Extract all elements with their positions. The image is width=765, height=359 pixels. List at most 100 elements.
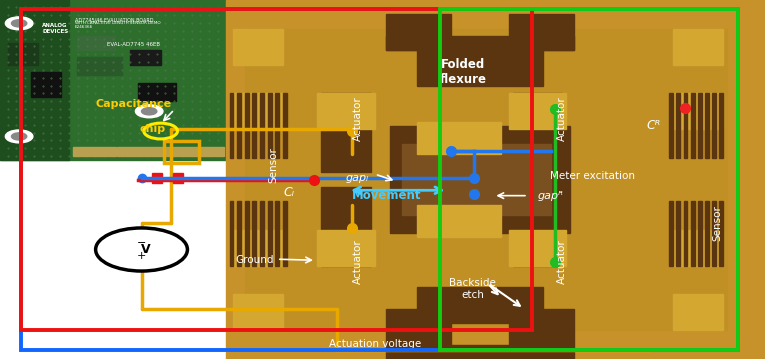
Bar	[417, 205, 501, 237]
Bar	[275, 201, 279, 266]
Text: gapₗ: gapₗ	[346, 173, 369, 183]
Bar	[100, 147, 106, 156]
Text: Meter excitation: Meter excitation	[550, 171, 636, 181]
Bar	[233, 230, 283, 266]
Bar	[673, 93, 723, 129]
Text: Sensor: Sensor	[712, 205, 723, 241]
Bar	[321, 187, 371, 266]
Bar	[76, 36, 115, 50]
Bar	[226, 0, 765, 359]
Circle shape	[11, 20, 27, 27]
Bar	[417, 50, 543, 86]
Text: AD7745/46 EVALUATION BOARD: AD7745/46 EVALUATION BOARD	[75, 17, 154, 22]
Bar	[317, 230, 375, 266]
Bar	[31, 72, 61, 97]
Text: Actuator: Actuator	[557, 240, 568, 284]
Text: Ground: Ground	[236, 255, 274, 265]
Bar	[73, 147, 79, 156]
Text: E246366: E246366	[75, 25, 93, 29]
Bar	[705, 201, 708, 266]
Bar	[233, 29, 283, 65]
Bar	[252, 93, 256, 158]
Bar	[275, 93, 279, 158]
Bar	[0, 0, 69, 160]
Bar	[132, 147, 138, 156]
Bar	[509, 93, 566, 129]
Bar	[509, 14, 574, 50]
Bar	[268, 201, 272, 266]
Bar	[283, 93, 287, 158]
Circle shape	[96, 228, 187, 271]
Bar	[509, 309, 574, 345]
Bar	[684, 93, 688, 158]
Text: Sensor: Sensor	[268, 147, 278, 183]
Bar	[149, 147, 155, 156]
Bar	[127, 147, 132, 156]
Bar	[673, 294, 723, 330]
Bar	[106, 147, 111, 156]
Bar	[283, 201, 287, 266]
Bar	[116, 147, 122, 156]
Circle shape	[135, 105, 163, 118]
Bar	[317, 93, 375, 129]
Bar	[509, 230, 566, 266]
Bar	[386, 309, 451, 345]
Bar	[691, 93, 695, 158]
Bar	[673, 29, 723, 65]
Bar	[130, 50, 161, 65]
Bar	[417, 122, 501, 154]
Bar	[95, 147, 100, 156]
Text: Actuator: Actuator	[353, 96, 363, 141]
Text: Actuator: Actuator	[353, 240, 363, 284]
Bar	[676, 93, 680, 158]
Bar	[513, 93, 562, 172]
Bar	[90, 147, 95, 156]
Bar	[252, 201, 256, 266]
Bar	[165, 147, 171, 156]
Bar	[417, 287, 543, 323]
Circle shape	[11, 133, 27, 140]
Bar	[712, 93, 716, 158]
Bar	[230, 93, 233, 158]
Bar	[160, 147, 165, 156]
Bar	[79, 147, 84, 156]
Circle shape	[5, 17, 33, 30]
Bar	[181, 147, 187, 156]
Bar	[260, 201, 264, 266]
Bar	[143, 147, 148, 156]
Bar	[260, 93, 264, 158]
Bar	[684, 201, 688, 266]
Bar	[164, 141, 199, 163]
Text: ANALOG
DEVICES: ANALOG DEVICES	[42, 23, 68, 34]
Bar	[233, 93, 283, 129]
Bar	[698, 201, 702, 266]
Bar	[171, 147, 176, 156]
Text: Backside
etch: Backside etch	[449, 278, 496, 300]
Text: Capacitance: Capacitance	[96, 99, 172, 109]
Bar	[76, 57, 122, 75]
Bar	[111, 147, 116, 156]
Bar	[691, 201, 695, 266]
Bar	[386, 36, 574, 50]
Bar	[698, 93, 702, 158]
Bar	[402, 144, 551, 215]
Bar	[21, 9, 532, 330]
Bar	[245, 201, 249, 266]
Text: EVAL-AD7745 46EB: EVAL-AD7745 46EB	[107, 42, 160, 47]
Bar	[84, 147, 90, 156]
Bar	[390, 126, 570, 233]
Text: gapᴿ: gapᴿ	[538, 191, 564, 201]
Bar	[386, 345, 574, 359]
Text: Actuator: Actuator	[557, 96, 568, 141]
Bar	[719, 93, 723, 158]
Text: +: +	[137, 251, 146, 261]
Bar	[705, 93, 708, 158]
Bar	[712, 201, 716, 266]
Bar	[8, 43, 38, 65]
Bar	[233, 294, 283, 330]
Bar	[219, 147, 224, 156]
Bar	[138, 83, 176, 101]
Bar	[719, 201, 723, 266]
Text: V: V	[141, 243, 150, 256]
Text: chip: chip	[140, 124, 166, 134]
